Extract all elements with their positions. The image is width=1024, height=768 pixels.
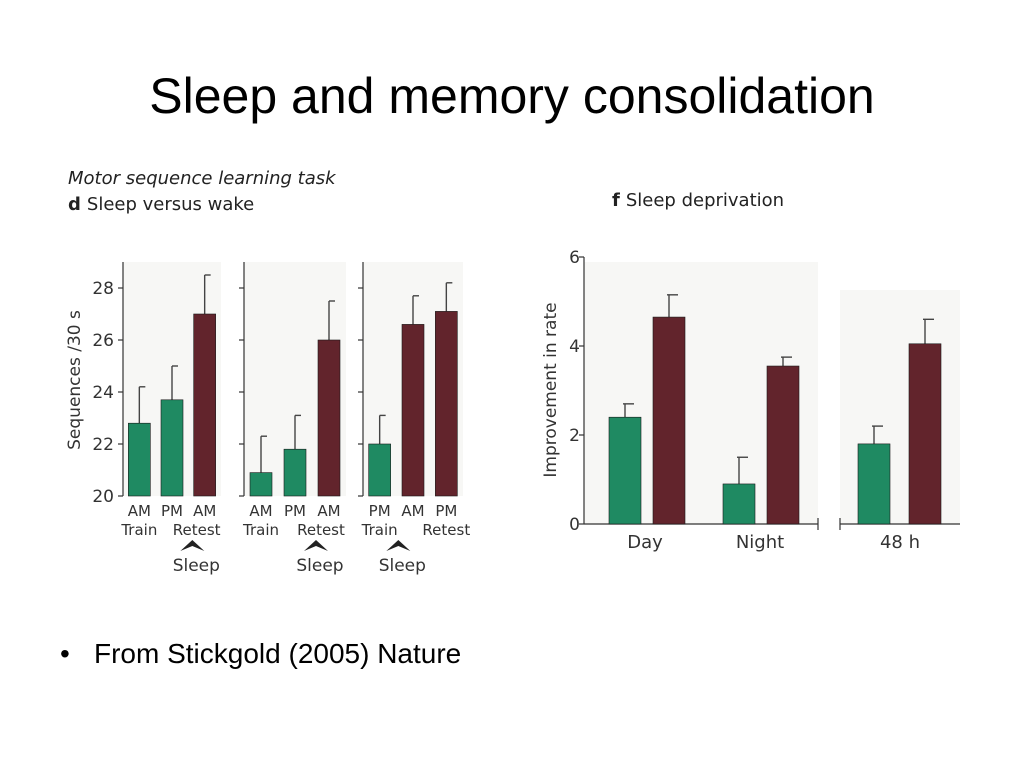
bar (194, 314, 216, 496)
bar-top-label: PM (369, 502, 391, 520)
bar (161, 400, 183, 496)
bar (858, 444, 890, 524)
y-tick-label-d: 20 (92, 487, 114, 507)
bar-top-label: AM (193, 502, 216, 520)
bar-top-label: AM (128, 502, 151, 520)
bar (402, 324, 424, 496)
bar (653, 317, 685, 524)
y-axis-label-d: Sequences /30 s (65, 310, 85, 450)
bar-bottom-label: Retest (173, 521, 221, 539)
y-tick-label-f: 0 (569, 515, 580, 535)
sleep-arrow-icon (180, 540, 204, 551)
y-tick-label-d: 28 (92, 279, 114, 299)
y-tick-label-d: 24 (92, 383, 114, 403)
bar-top-label: PM (435, 502, 457, 520)
x-tick-label-f: Night (736, 532, 784, 553)
x-tick-label-f: 48 h (880, 532, 920, 553)
bullet-dot: • (60, 636, 94, 672)
sleep-label: Sleep (296, 556, 343, 576)
bar-bottom-label: Train (120, 521, 157, 539)
y-tick-label-d: 26 (92, 331, 114, 351)
bar-bottom-label: Retest (297, 521, 345, 539)
bar-top-label: AM (401, 502, 424, 520)
y-axis-label-f: Improvement in rate (541, 302, 561, 477)
bar (609, 417, 641, 524)
bar (435, 311, 457, 496)
bar (909, 344, 941, 524)
x-tick-label-f: Day (627, 532, 663, 553)
bar (369, 444, 391, 496)
y-tick-label-f: 6 (569, 248, 580, 268)
y-tick-label-f: 2 (569, 426, 580, 446)
bar-top-label: PM (161, 502, 183, 520)
sleep-arrow-icon (304, 540, 328, 551)
bullet-item: • From Stickgold (2005) Nature (60, 636, 461, 672)
bar (250, 473, 272, 496)
bar-top-label: PM (284, 502, 306, 520)
bar (767, 366, 799, 524)
bar-bottom-label: Train (361, 521, 398, 539)
bar (318, 340, 340, 496)
bar-top-label: AM (317, 502, 340, 520)
bar-top-label: AM (249, 502, 272, 520)
sleep-arrow-icon (386, 540, 410, 551)
sleep-label: Sleep (173, 556, 220, 576)
bar (284, 449, 306, 496)
bar (723, 484, 755, 524)
y-tick-label-d: 22 (92, 435, 114, 455)
sleep-label: Sleep (379, 556, 426, 576)
y-tick-label-f: 4 (569, 337, 580, 357)
bar (128, 423, 150, 496)
bullet-text: From Stickgold (2005) Nature (94, 638, 461, 669)
bar-bottom-label: Train (242, 521, 279, 539)
bar-bottom-label: Retest (422, 521, 470, 539)
